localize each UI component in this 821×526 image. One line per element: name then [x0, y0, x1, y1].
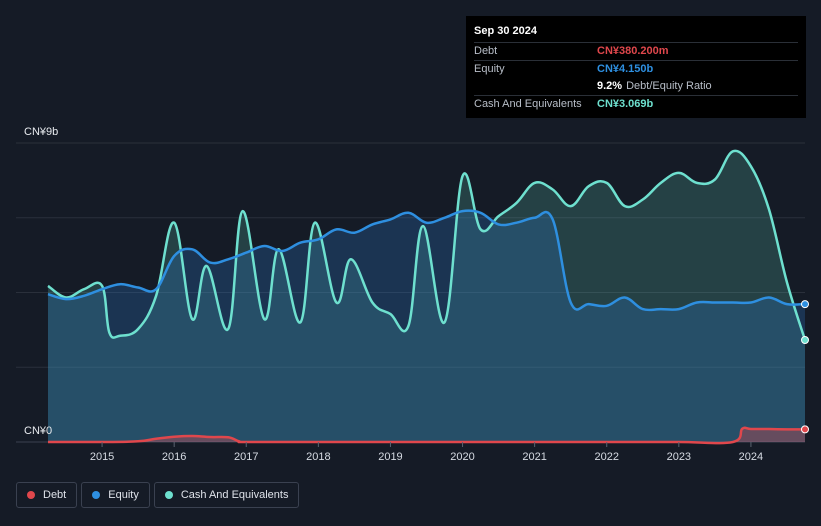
x-tick-label: 2021 — [522, 451, 546, 463]
data-tooltip: Sep 30 2024 Debt CN¥380.200m Equity CN¥4… — [466, 16, 806, 118]
tooltip-ratio-label: Debt/Equity Ratio — [626, 80, 712, 92]
tooltip-debt-row: Debt CN¥380.200m — [474, 42, 798, 60]
x-tick-label: 2016 — [162, 451, 186, 463]
x-tick-label: 2023 — [667, 451, 691, 463]
x-tick-label: 2019 — [378, 451, 402, 463]
x-tick-label: 2015 — [90, 451, 114, 463]
series-areas — [48, 150, 805, 444]
legend-item-cash[interactable]: Cash And Equivalents — [153, 482, 300, 508]
x-tick-label: 2024 — [739, 451, 763, 463]
x-tick-label: 2017 — [234, 451, 258, 463]
debt-end-marker — [801, 425, 809, 434]
tooltip-cash-label: Cash And Equivalents — [474, 98, 582, 110]
tooltip-cash-row: Cash And Equivalents CN¥3.069b — [474, 95, 798, 113]
tooltip-cash-value: CN¥3.069b — [597, 98, 654, 110]
chart-legend: Debt Equity Cash And Equivalents — [16, 482, 303, 508]
tooltip-equity-label: Equity — [474, 63, 505, 75]
legend-item-equity[interactable]: Equity — [81, 482, 150, 508]
debt-dot-icon — [27, 491, 35, 499]
y-axis-bottom-label: CN¥0 — [24, 425, 53, 437]
cash-dot-icon — [164, 491, 173, 499]
x-axis-ticks: 2015 2016 2017 2018 2019 2020 2021 2022 2023 2024 — [90, 442, 763, 463]
y-axis-top-label: CN¥9b — [24, 126, 59, 138]
equity-dot-icon — [92, 491, 101, 499]
equity-end-marker — [801, 300, 809, 309]
equity-line — [47, 209, 806, 312]
legend-label-equity: Equity — [108, 489, 139, 501]
tooltip-debt-label: Debt — [474, 45, 498, 57]
equity-area — [48, 210, 805, 442]
tooltip-ratio-row: 9.2% Debt/Equity Ratio — [474, 78, 798, 95]
legend-label-cash: Cash And Equivalents — [180, 489, 289, 501]
cash-and-equivalents-line — [47, 149, 807, 341]
tooltip-debt-value: CN¥380.200m — [597, 45, 669, 57]
x-tick-label: 2018 — [306, 451, 330, 463]
x-tick-label: 2022 — [594, 451, 618, 463]
end-markers — [801, 300, 809, 434]
cash-and-equivalents-end-marker — [801, 336, 809, 345]
cash-and-equivalents-area — [48, 150, 805, 442]
legend-label-debt: Debt — [43, 489, 67, 501]
tooltip-equity-row: Equity CN¥4.150b — [474, 60, 798, 78]
tooltip-ratio-value: 9.2% — [597, 80, 623, 92]
x-tick-label: 2020 — [450, 451, 474, 463]
tooltip-date: Sep 30 2024 — [474, 25, 537, 37]
tooltip-equity-value: CN¥4.150b — [597, 63, 654, 75]
legend-item-debt[interactable]: Debt — [16, 482, 78, 508]
